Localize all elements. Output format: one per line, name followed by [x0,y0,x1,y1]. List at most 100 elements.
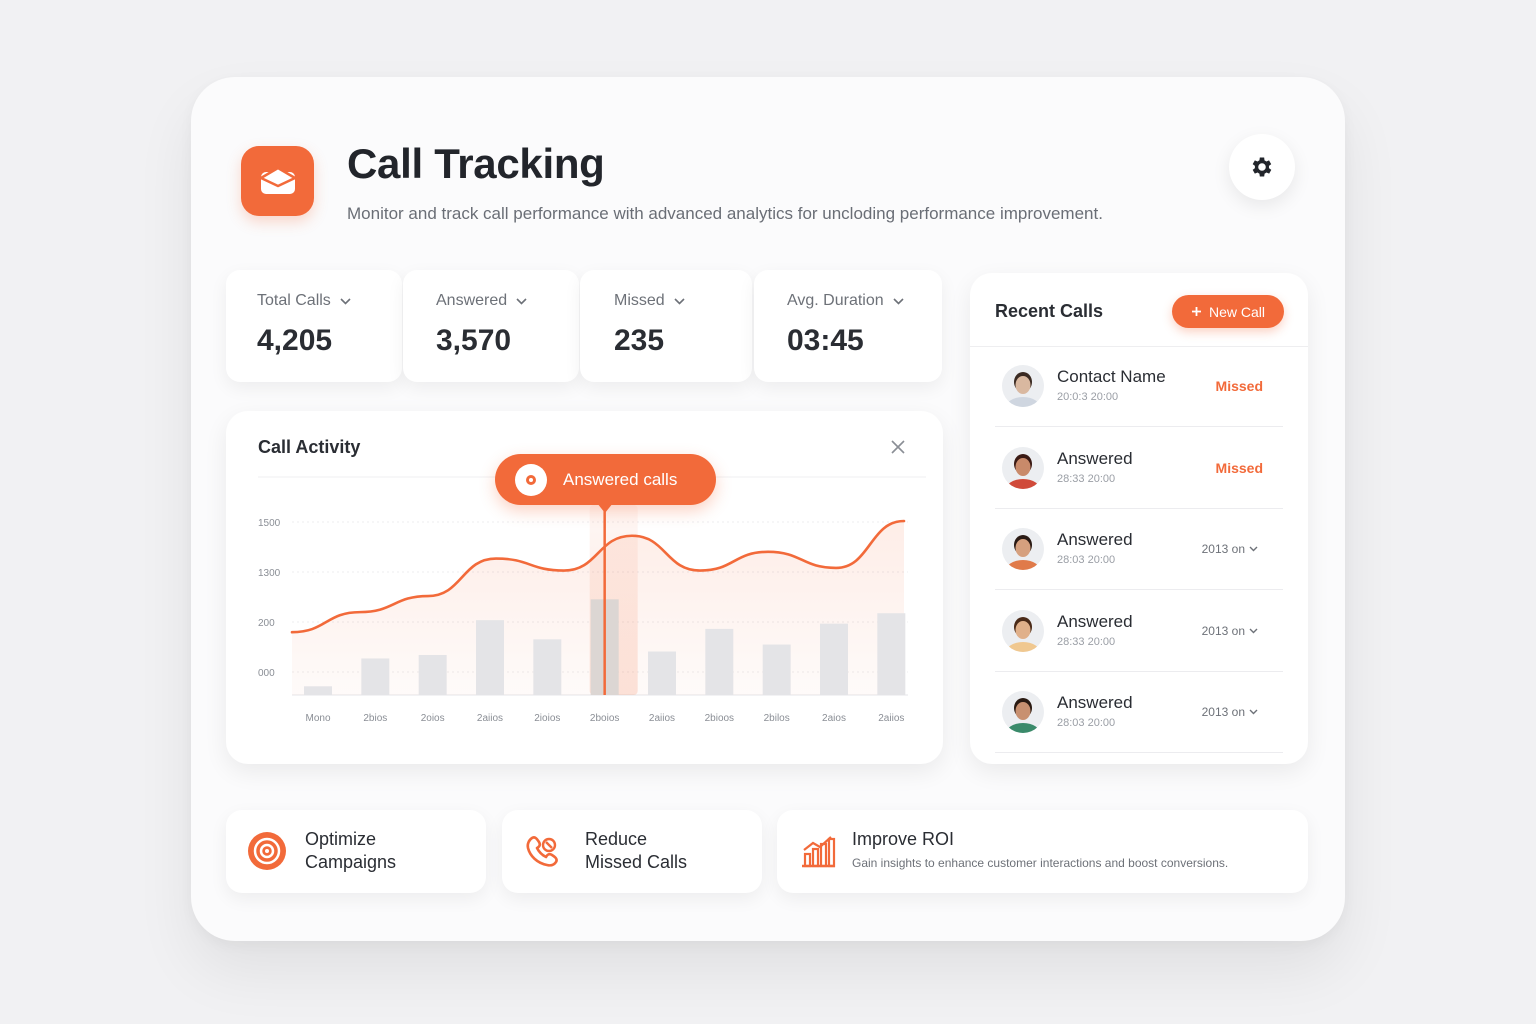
x-tick-label: 2aiios [477,713,503,724]
avatar [1002,609,1044,652]
x-tick-label: 2ioios [534,713,560,724]
series-line [290,519,906,634]
chart-bar [705,628,734,695]
call-date: 2013 on [1201,623,1245,638]
chevron-down-icon [1249,628,1258,633]
feature-title-line1: Optimize [305,829,377,849]
call-name: Answered [1057,530,1133,549]
stat-label: Missed [614,292,665,309]
call-time: 20:0:3 20:00 [1057,391,1119,403]
call-date-dropdown[interactable]: 2013 on [1202,542,1258,556]
feature-title-line2: Missed Calls [585,852,688,872]
recent-calls-title: Recent Calls [995,301,1104,321]
chevron-down-icon [674,297,685,305]
call-time: 28:03 20:00 [1057,554,1116,566]
y-tick-label: 200 [258,618,275,629]
chart-bar [361,658,390,695]
y-tick-label: 000 [258,668,275,679]
call-activity-card: Call Activity 1500 1300 200 000 Mono 2bios 2oi… [226,411,943,764]
call-row[interactable]: Answered 28:33 20:00 2013 on [995,591,1283,672]
call-name: Answered [1057,448,1133,468]
call-date-dropdown[interactable]: 2013 on [1202,624,1258,638]
stat-label: Total Calls [257,292,331,309]
avatar [1002,528,1044,570]
stat-value: 3,570 [436,324,512,357]
call-name: Answered [1057,693,1133,712]
call-time: 28:33 20:00 [1057,635,1116,648]
stat-value: 235 [614,324,665,357]
chart-bar [418,654,447,695]
call-name: Answered [1057,611,1133,631]
stat-answered[interactable]: Answered 3,570 [403,270,579,382]
chevron-down-icon [516,297,527,305]
call-row[interactable]: Contact Name 20:0:3 20:00 Missed [995,346,1283,427]
new-call-button[interactable]: New Call [1172,295,1284,328]
feature-title-line2: Campaigns [305,852,397,872]
x-tick-label: 2bioos [705,713,734,724]
chart-bar [648,651,676,695]
feature-improve-roi[interactable]: Improve ROI Gain insights to enhance cus… [777,810,1308,893]
call-date-dropdown[interactable]: 2013 on [1202,705,1258,719]
chevron-down-icon [893,297,904,305]
x-tick-label: 2oios [421,713,445,724]
stat-avg-duration[interactable]: Avg. Duration 03:45 [754,270,942,382]
x-tick-label: 2boios [590,713,619,724]
call-time: 28:03 20:00 [1057,717,1116,729]
page-title: Call Tracking [347,140,605,187]
gear-icon [1252,157,1272,177]
chart-bar [304,686,332,695]
close-icon[interactable] [888,437,908,457]
call-activity-chart: 1500 1300 200 000 Mono 2bios 2oios 2aiios 2ioios… [258,476,926,724]
y-tick-label: 1300 [258,568,281,579]
envelope-icon [259,166,296,194]
call-name: Contact Name [1057,367,1166,386]
new-call-label: New Call [1208,303,1265,320]
recent-calls-card: Recent Calls New Call Contact Name 20:0:3… [970,273,1308,764]
feature-title-line1: Improve ROI [852,829,955,849]
avatar [1002,691,1044,733]
page-subtitle: Monitor and track call performance with … [347,204,1103,223]
stat-label: Answered [436,292,508,309]
chevron-down-icon [340,297,351,305]
y-tick-label: 1500 [258,518,281,529]
call-status: Missed [1215,459,1263,476]
feature-title-line1: Reduce [585,829,648,849]
bar-chart-icon [802,836,836,868]
x-tick-label: 2aiios [649,713,675,724]
stat-value: 03:45 [787,324,864,357]
chart-title: Call Activity [258,437,361,457]
x-tick-label: 2aios [822,713,846,724]
call-row[interactable]: Answered 28:03 20:00 2013 on [995,509,1283,590]
phone-missed-icon [526,836,558,867]
phone-icon [515,463,547,496]
call-time: 28:33 20:00 [1057,472,1116,485]
feature-optimize-campaigns[interactable]: Optimize Campaigns [226,810,486,893]
x-tick-label: 2bios [363,713,387,724]
tooltip-label: Answered calls [563,469,678,489]
call-status: Missed [1215,378,1263,394]
feature-reduce-missed-calls[interactable]: Reduce Missed Calls [502,810,762,893]
call-date: 2013 on [1201,542,1245,556]
chart-bar [877,613,906,695]
divider [970,346,1308,347]
avatar [1002,446,1044,489]
chart-bar [476,620,504,695]
chevron-down-icon [1249,709,1258,715]
avatar [1002,365,1044,407]
chevron-down-icon [1249,546,1258,552]
x-tick-label: 2bilos [764,713,790,724]
tooltip-pointer [597,503,613,513]
stat-value: 4,205 [257,324,333,357]
stat-label: Avg. Duration [787,292,884,309]
x-tick-label: Mono [305,713,330,724]
stat-total-calls[interactable]: Total Calls 4,205 [226,270,402,382]
plus-icon [1191,307,1201,316]
call-row[interactable]: Answered 28:33 20:00 Missed [995,428,1283,509]
chart-tooltip: Answered calls [495,454,716,505]
app-logo [241,146,314,216]
chart-bar [820,623,848,695]
call-row[interactable]: Answered 28:03 20:00 2013 on [995,672,1283,753]
stat-missed[interactable]: Missed 235 [580,270,752,382]
settings-button[interactable] [1229,134,1295,200]
feature-desc: Gain insights to enhance customer intera… [852,856,1229,870]
